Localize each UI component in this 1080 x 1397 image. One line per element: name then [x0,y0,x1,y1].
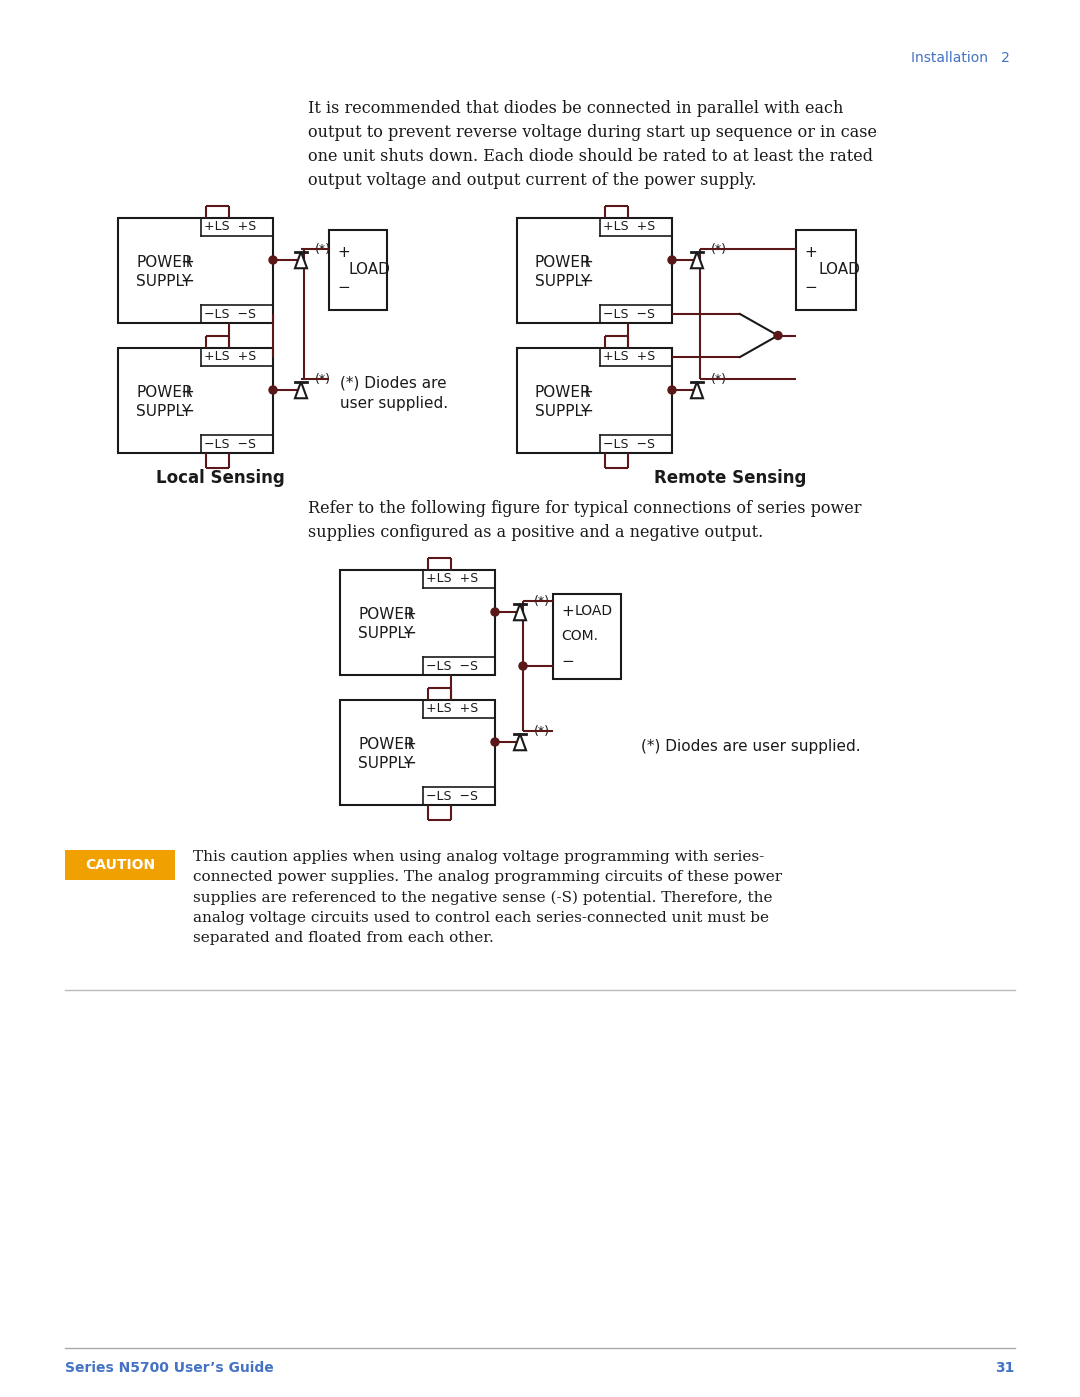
Text: +LS  +S: +LS +S [426,573,478,585]
Bar [340,570,495,675]
Text: (*) Diodes are
user supplied.: (*) Diodes are user supplied. [340,374,448,411]
Text: LOAD: LOAD [349,263,391,278]
Polygon shape [295,251,307,268]
Bar [118,218,273,323]
Text: −: − [561,655,573,669]
Bar [796,231,856,310]
Text: Local Sensing: Local Sensing [156,469,284,488]
Text: POWER: POWER [357,736,415,752]
Circle shape [669,256,676,264]
Text: (*): (*) [315,373,330,387]
Text: POWER: POWER [136,254,192,270]
Bar [517,218,672,323]
Circle shape [269,256,276,264]
Circle shape [269,386,276,394]
Polygon shape [691,251,703,268]
Polygon shape [691,381,703,398]
Text: It is recommended that diodes be connected in parallel with each
output to preve: It is recommended that diodes be connect… [308,101,877,190]
Text: −: − [804,281,816,295]
Text: −: − [402,754,416,773]
Text: +: + [180,383,194,401]
Text: 31: 31 [996,1361,1015,1375]
Text: (*) Diodes are user supplied.: (*) Diodes are user supplied. [642,739,861,754]
Bar [553,594,621,679]
Text: POWER: POWER [535,254,592,270]
Text: +LS  +S: +LS +S [603,351,656,363]
Text: SUPPLY: SUPPLY [535,404,591,419]
Text: Installation   2: Installation 2 [912,52,1010,66]
Bar [65,849,175,880]
Text: SUPPLY: SUPPLY [136,404,191,419]
Circle shape [519,662,527,671]
Text: SUPPLY: SUPPLY [136,274,191,289]
Text: +: + [402,735,416,753]
Polygon shape [514,733,526,750]
Text: Series N5700 User’s Guide: Series N5700 User’s Guide [65,1361,273,1375]
Bar [340,700,495,805]
Text: −LS  −S: −LS −S [603,437,654,450]
Text: (*): (*) [534,595,550,609]
Text: (*): (*) [534,725,550,739]
Text: −LS  −S: −LS −S [204,437,256,450]
Text: −: − [180,272,194,291]
Text: SUPPLY: SUPPLY [357,626,414,640]
Bar [118,348,273,453]
Polygon shape [514,604,526,620]
Text: +: + [579,253,593,271]
Polygon shape [295,381,307,398]
Text: −LS  −S: −LS −S [603,307,654,320]
Text: SUPPLY: SUPPLY [535,274,591,289]
Text: This caution applies when using analog voltage programming with series-
connecte: This caution applies when using analog v… [193,849,782,944]
Text: +: + [804,244,816,260]
Text: Remote Sensing: Remote Sensing [653,469,806,488]
Text: (*): (*) [711,373,727,387]
Text: −: − [180,402,194,420]
Bar [329,231,387,310]
Text: POWER: POWER [357,606,415,622]
Circle shape [669,386,676,394]
Text: LOAD: LOAD [818,263,860,278]
Text: +: + [337,244,350,260]
Circle shape [491,738,499,746]
Text: −: − [579,402,593,420]
Text: −LS  −S: −LS −S [204,307,256,320]
Text: SUPPLY: SUPPLY [357,756,414,771]
Text: −: − [337,281,350,295]
Text: +: + [402,605,416,623]
Text: −: − [402,624,416,643]
Text: +LS  +S: +LS +S [426,703,478,715]
Circle shape [491,608,499,616]
Text: −LS  −S: −LS −S [426,789,478,802]
Text: +: + [561,604,573,619]
Text: +LS  +S: +LS +S [204,351,256,363]
Text: +: + [180,253,194,271]
Text: −: − [579,272,593,291]
Text: CAUTION: CAUTION [85,858,156,872]
Text: Refer to the following figure for typical connections of series power
supplies c: Refer to the following figure for typica… [308,500,862,541]
Text: +: + [579,383,593,401]
Text: +LS  +S: +LS +S [204,221,256,233]
Text: POWER: POWER [136,384,192,400]
Text: COM.: COM. [561,630,598,644]
Bar [517,348,672,453]
Text: POWER: POWER [535,384,592,400]
Text: (*): (*) [711,243,727,257]
Text: −LS  −S: −LS −S [426,659,478,672]
Text: LOAD: LOAD [575,604,613,617]
Circle shape [774,331,782,339]
Text: +LS  +S: +LS +S [603,221,656,233]
Text: (*): (*) [315,243,330,257]
